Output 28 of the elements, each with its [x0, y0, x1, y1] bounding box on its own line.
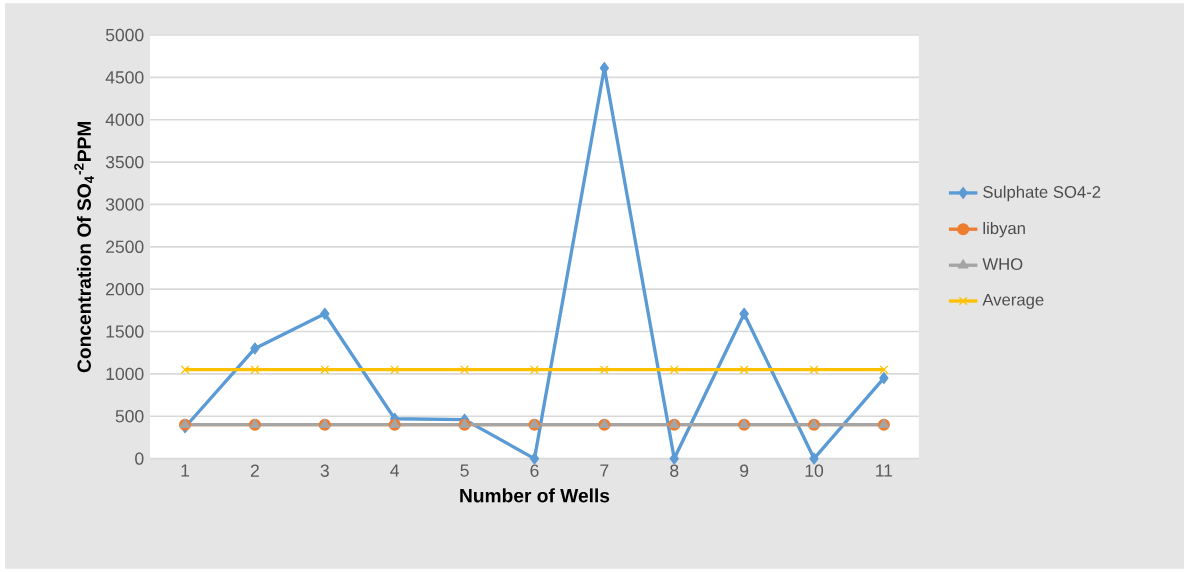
y-tick-label: 1500	[106, 325, 144, 338]
x-tick-label: 3	[320, 464, 329, 477]
x-tick-label: 6	[530, 464, 539, 477]
legend-label: WHO	[982, 258, 1023, 270]
y-tick-label: 0	[135, 452, 144, 465]
y-axis-title: Concentration Of SO$_{4}$$^{-2}$PPM	[74, 121, 94, 373]
y-tick-label: 4500	[105, 71, 144, 84]
y-tick-label: 2000	[106, 282, 144, 296]
x-tick-label: 2	[250, 464, 259, 477]
y-tick-label: 3500	[105, 155, 144, 169]
y-tick-label: 2500	[106, 240, 144, 254]
x-tick-label: 1	[181, 464, 190, 477]
x-tick-label: 5	[460, 464, 469, 477]
legend-label: libyan	[983, 221, 1025, 238]
y-tick-label: 1000	[106, 367, 144, 381]
y-tick-label: 5000	[105, 28, 144, 42]
y-tick-label: 4000	[105, 113, 144, 126]
x-tick-label: 9	[740, 464, 749, 477]
legend-label: Average	[982, 293, 1044, 309]
x-tick-label: 11	[876, 464, 893, 477]
x-tick-label: 7	[600, 464, 609, 477]
legend-label: Sulphate SO4-2	[983, 185, 1101, 202]
x-tick-label: 10	[805, 464, 824, 477]
x-tick-label: 8	[670, 464, 679, 477]
y-tick-label: 500	[115, 410, 144, 423]
x-axis-title: Number of Wells	[460, 488, 610, 503]
y-tick-label: 3000	[105, 198, 144, 211]
x-tick-label: 4	[390, 464, 400, 477]
